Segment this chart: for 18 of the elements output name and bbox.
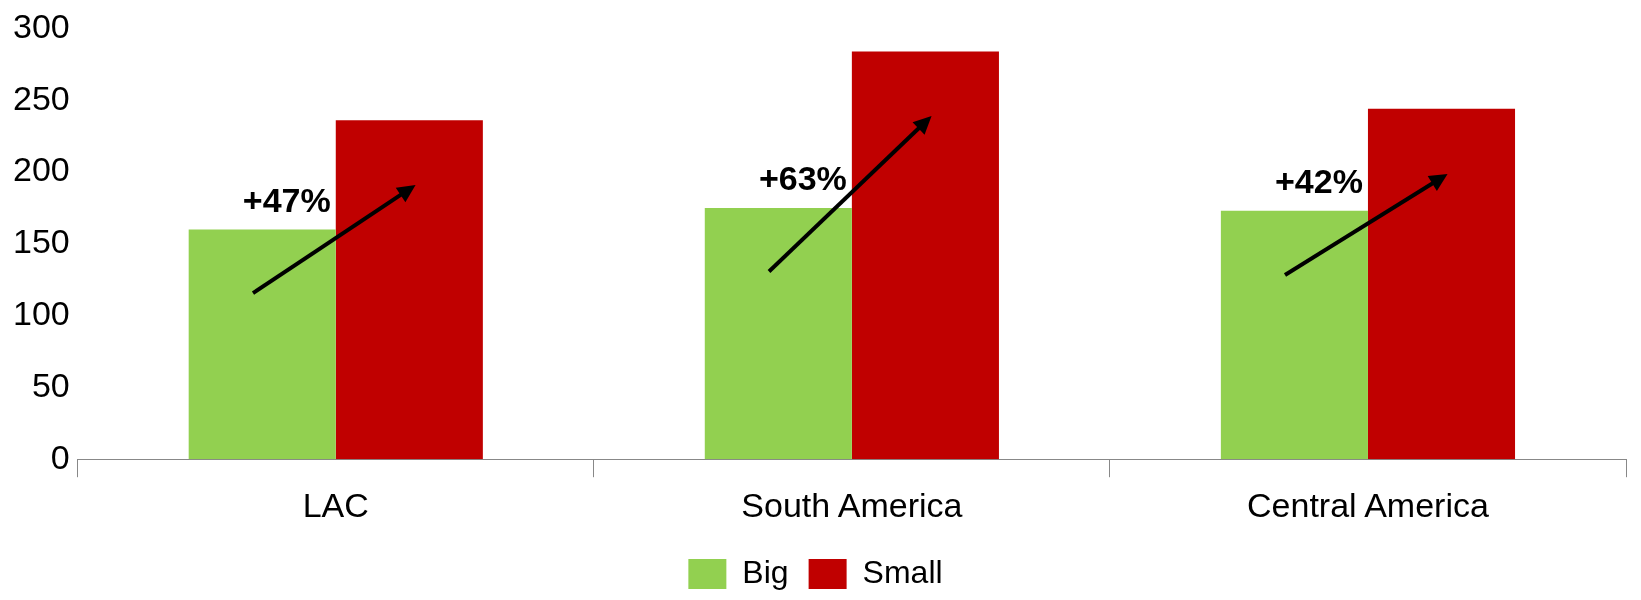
annotation: +47% [242, 180, 331, 219]
bar [1367, 108, 1516, 460]
annotation: +42% [1274, 162, 1363, 201]
y-tick-label: 300 [12, 6, 70, 45]
y-tick-label: 200 [12, 150, 70, 189]
bar [851, 51, 999, 460]
x-tick-label: LAC [302, 485, 369, 524]
y-tick-label: 50 [31, 365, 70, 404]
y-tick-label: 0 [50, 437, 70, 476]
y-tick-label: 150 [12, 222, 70, 261]
y-tick-label: 100 [12, 293, 70, 332]
y-tick-label: 250 [12, 78, 70, 117]
legend-label: Big [742, 553, 789, 590]
legend-label: Small [862, 553, 943, 590]
x-tick-label: Central America [1247, 485, 1489, 524]
bar [335, 120, 483, 460]
x-tick-label: South America [741, 485, 963, 524]
annotation: +63% [758, 159, 847, 198]
